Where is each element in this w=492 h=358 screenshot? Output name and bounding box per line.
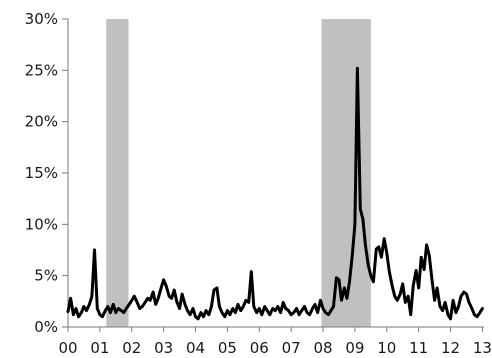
x-tick-label: 08 bbox=[313, 339, 332, 357]
y-tick-label: 15% bbox=[25, 164, 58, 182]
y-tick-label: 10% bbox=[25, 215, 58, 233]
y-tick-label: 0% bbox=[34, 318, 58, 336]
series-layer bbox=[66, 66, 484, 321]
x-tick-label: 04 bbox=[186, 339, 205, 357]
x-tick-label: 07 bbox=[282, 339, 301, 357]
axes bbox=[67, 19, 484, 328]
x-tick-label: 05 bbox=[218, 339, 237, 357]
x-tick-label: 11 bbox=[409, 339, 428, 357]
x-tick-label: 10 bbox=[377, 339, 396, 357]
y-tick-label: 20% bbox=[25, 113, 58, 131]
y-tick-label: 30% bbox=[25, 10, 58, 28]
shaded-period-1 bbox=[106, 19, 129, 327]
x-tick-label: 09 bbox=[345, 339, 364, 357]
x-axis-ticks: 00 01 02 03 04 05 06 07 08 09 10 11 12 13 bbox=[58, 327, 492, 357]
x-tick-label: 03 bbox=[154, 339, 173, 357]
y-tick-label: 25% bbox=[25, 61, 58, 79]
series-line-1 bbox=[66, 66, 484, 321]
shaded-periods bbox=[106, 19, 371, 327]
x-tick-label: 00 bbox=[58, 339, 77, 357]
shaded-period-2 bbox=[321, 19, 371, 327]
y-axis-ticks: 0% 5% 10% 15% 20% 25% 30% bbox=[25, 10, 68, 336]
x-tick-label: 13 bbox=[473, 339, 492, 357]
x-tick-label: 01 bbox=[90, 339, 109, 357]
y-tick-label: 5% bbox=[34, 267, 58, 285]
x-tick-label: 02 bbox=[122, 339, 141, 357]
x-tick-label: 12 bbox=[441, 339, 460, 357]
x-tick-label: 06 bbox=[250, 339, 269, 357]
